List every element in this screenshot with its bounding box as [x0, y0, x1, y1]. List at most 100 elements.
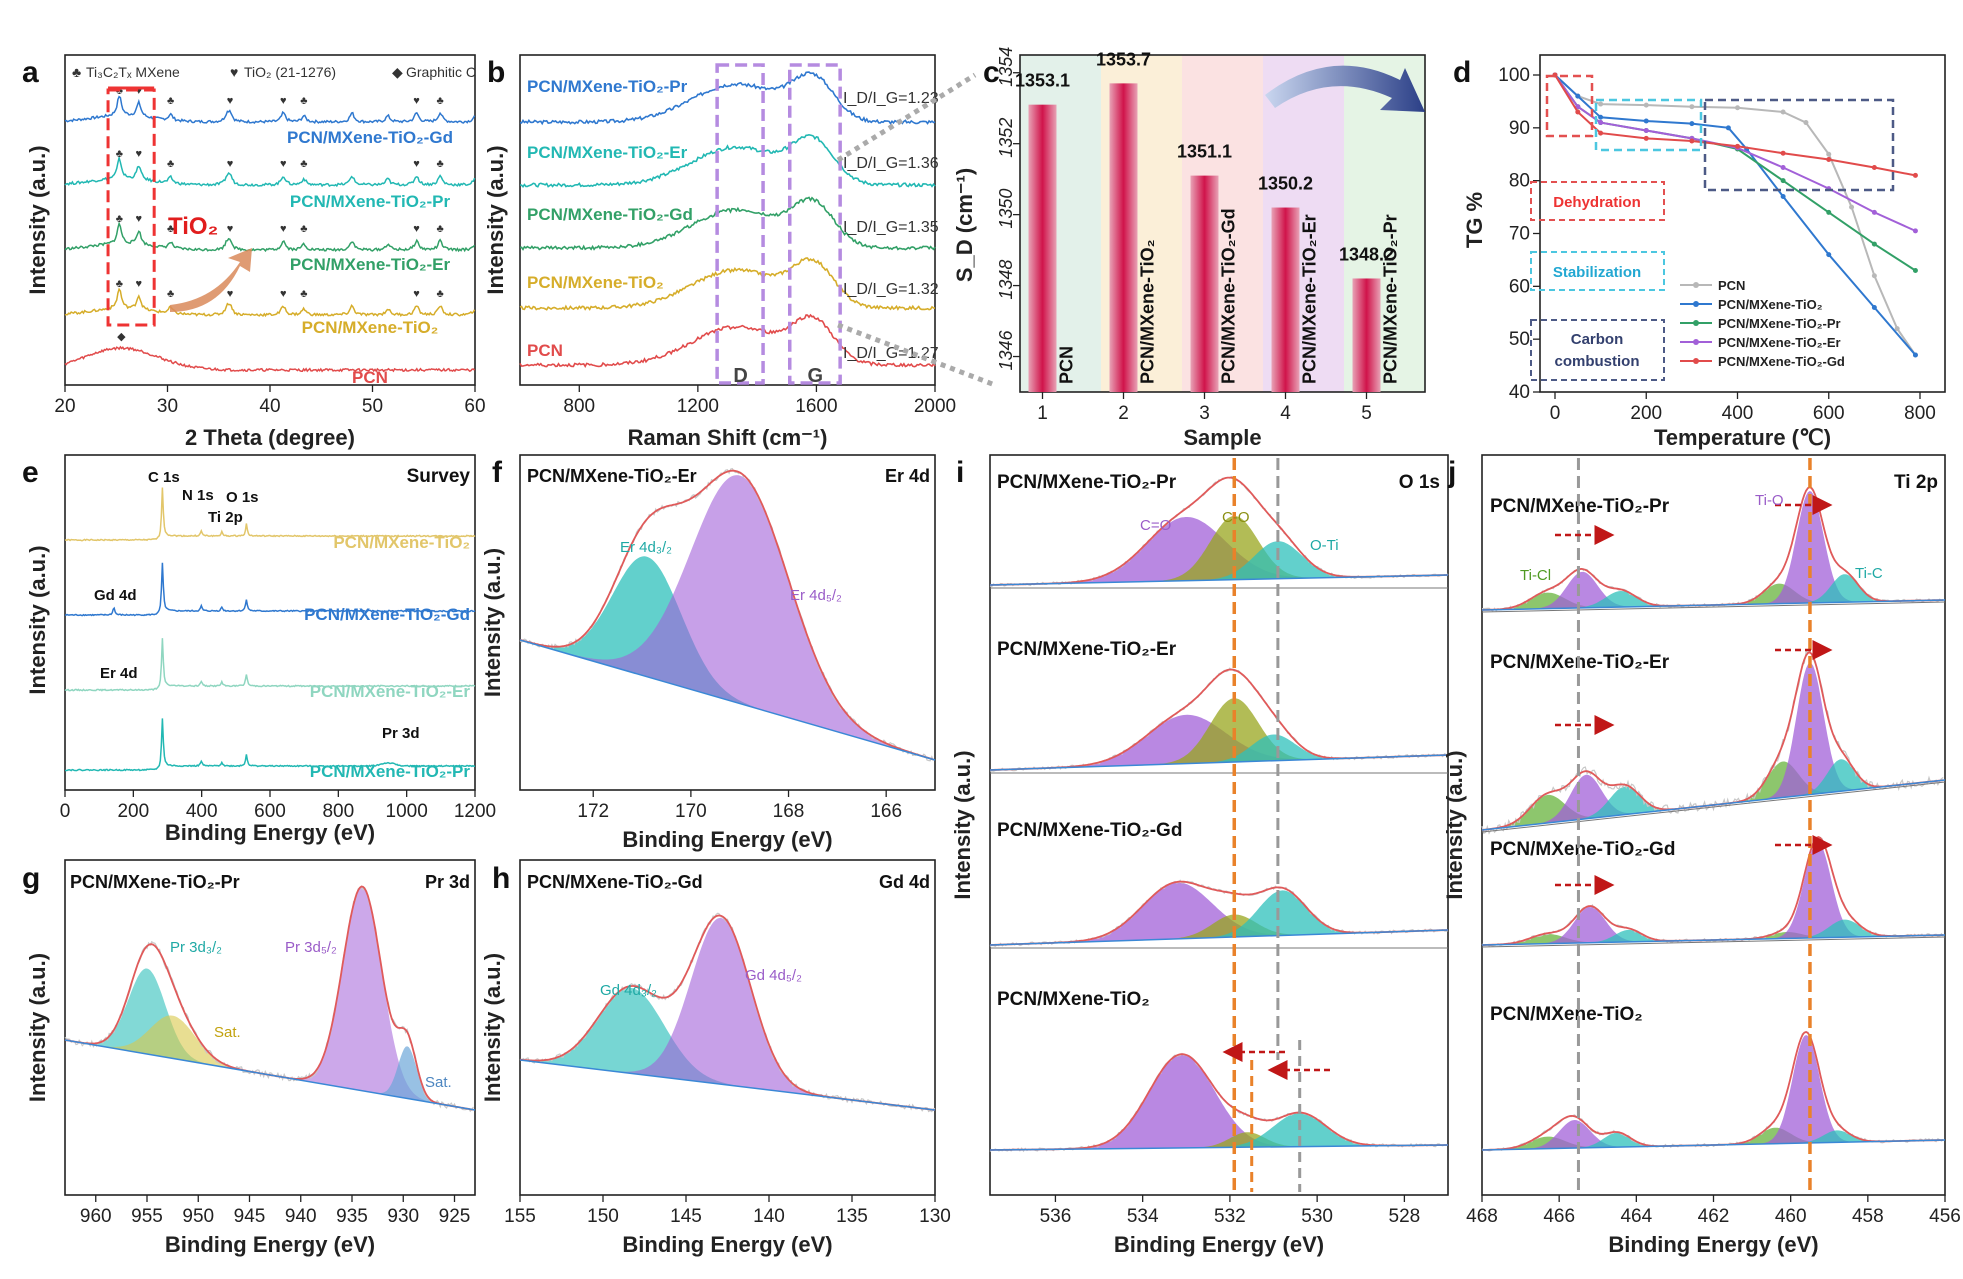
peak-label: Gd 4d₅/₂ — [745, 967, 802, 984]
xrd-trace-line — [64, 95, 476, 125]
ti2p-component-area — [1482, 1120, 1944, 1150]
o1s-trace-label: PCN/MXene-TiO₂-Gd — [997, 820, 1182, 841]
tg-series-point — [1803, 120, 1809, 126]
gd4d-component-area — [520, 987, 935, 1110]
panel-g-x-tick-label: 925 — [439, 1206, 471, 1227]
tg-series-point — [1780, 194, 1786, 200]
ratio-label: I_D/I_G=1.35 — [843, 219, 939, 236]
tg-series-point — [1643, 102, 1649, 108]
raman-trace-label: PCN/MXene-TiO₂-Er — [527, 143, 688, 162]
peak-marker: ♥ — [413, 288, 420, 300]
ti2p-component-area — [1482, 906, 1944, 945]
peak-marker: ♣ — [437, 158, 444, 170]
panel-d-y-tick-label: 40 — [1509, 382, 1530, 403]
survey-peak-label: Pr 3d — [382, 725, 420, 742]
panel-j-x-tick-label: 466 — [1543, 1206, 1575, 1227]
panel-b-x-tick-label: 800 — [563, 396, 595, 417]
survey-peak-label: O 1s — [226, 489, 259, 506]
panel-b-x-tick-label: 2000 — [914, 396, 956, 417]
o1s-component-area — [990, 914, 1448, 945]
raman-trace-line — [519, 133, 936, 188]
peak-marker: ♥ — [280, 158, 287, 170]
panel-j-x-tick-label: 460 — [1775, 1206, 1807, 1227]
peak-marker: ♥ — [136, 278, 143, 290]
tg-series-point — [1826, 157, 1832, 163]
survey-trace-line — [64, 562, 476, 617]
tg-legend-entry: PCN — [1718, 278, 1745, 293]
panel-i-frame — [989, 454, 1449, 1196]
panel-j-x-tick-label: 456 — [1929, 1206, 1961, 1227]
decrease-arrow — [1265, 65, 1425, 112]
xrd-trace-line — [64, 287, 476, 318]
tg-series-point — [1871, 164, 1877, 170]
peak-label: O-Ti — [1310, 537, 1339, 554]
bar-name-label: PCN/MXene-TiO₂ — [1138, 239, 1158, 384]
peak-marker: ♥ — [280, 95, 287, 107]
o1s-component-area — [990, 1054, 1448, 1150]
bar-value-label: 1350.2 — [1258, 174, 1313, 194]
tg-series-point — [1643, 118, 1649, 124]
panel-j-x-tick-label: 458 — [1852, 1206, 1884, 1227]
tg-series-point — [1735, 105, 1740, 111]
ti2p-baseline — [1481, 934, 1946, 946]
panel-b-frame — [519, 54, 936, 386]
ti2p-component-area — [1482, 841, 1944, 945]
panel-e-x-tick-label: 1000 — [386, 801, 428, 822]
xrd-trace-label: PCN/MXene-TiO₂-Gd — [287, 128, 453, 147]
peak-marker: ♣ — [167, 223, 174, 235]
panel-a-x-tick-label: 20 — [54, 396, 75, 417]
panel-c-x-tick-label: 2 — [1118, 403, 1129, 424]
panel-b-x-tick-label: 1600 — [795, 396, 837, 417]
panel-letter-g: g — [22, 862, 40, 895]
o1s-component-area — [990, 1112, 1448, 1150]
panel-g-x-tick-label: 935 — [336, 1206, 368, 1227]
bar-name-label: PCN/MXene-TiO₂-Pr — [1381, 214, 1401, 384]
tg-legend-marker — [1693, 320, 1699, 326]
panel-g-title: PCN/MXene-TiO₂-Pr — [70, 872, 240, 892]
o1s-baseline — [989, 574, 1449, 586]
panel-c-y-tick-label: 1354 — [996, 47, 1016, 87]
survey-trace-line — [65, 718, 475, 772]
bar — [1028, 104, 1057, 393]
panel-f-x-tick-label: 172 — [577, 801, 609, 822]
panel-f-ylabel: Intensity (a.u.) — [480, 548, 505, 697]
legend-icon: ◆ — [392, 64, 403, 80]
peak-marker: ♥ — [136, 213, 143, 225]
survey-trace-label: PCN/MXene-TiO₂-Pr — [310, 762, 471, 781]
panel-i-xlabel: Binding Energy (eV) — [1114, 1232, 1324, 1257]
tg-series-point — [1894, 326, 1900, 332]
pr3d-baseline — [64, 1039, 476, 1111]
ti2p-component-area — [1482, 1130, 1944, 1150]
peak-marker: ♥ — [227, 158, 234, 170]
tg-series-point — [1780, 109, 1786, 115]
survey-trace-line — [64, 638, 476, 692]
peak-marker: ♣ — [116, 278, 123, 290]
raman-trace-line — [519, 196, 936, 251]
ti2p-component-area — [1482, 571, 1944, 610]
panel-b-ylabel: Intensity (a.u.) — [483, 145, 508, 294]
raman-trace-line — [519, 313, 936, 369]
panel-b-x-tick-label: 1200 — [677, 396, 719, 417]
panel-i-x-tick-label: 534 — [1127, 1206, 1159, 1227]
panel-h-title: PCN/MXene-TiO₂-Gd — [527, 872, 703, 892]
tg-series-point — [1826, 252, 1832, 258]
tg-series-point — [1780, 150, 1786, 156]
peak-label: Er 4d₃/₂ — [620, 539, 672, 556]
panel-d-x-tick-label: 400 — [1722, 403, 1754, 424]
panel-letter-c: c — [983, 56, 1000, 89]
tg-series-point — [1598, 101, 1604, 107]
dehydration-label: Dehydration — [1553, 194, 1641, 211]
panel-j-x-tick-label: 464 — [1620, 1206, 1652, 1227]
survey-trace-label: PCN/MXene-TiO₂-Er — [310, 682, 471, 701]
peak-marker: ♥ — [227, 288, 234, 300]
panel-e-x-tick-label: 0 — [60, 801, 71, 822]
tg-series-point — [1780, 178, 1786, 184]
combustion-label-line2: combustion — [1555, 353, 1640, 370]
ti2p-raw-line — [1481, 1031, 1944, 1152]
panel-h-x-tick-label: 135 — [836, 1206, 868, 1227]
panel-c-y-tick-label: 1350 — [996, 189, 1016, 229]
tg-series-point — [1780, 164, 1786, 170]
panel-letter-b: b — [487, 56, 505, 89]
gd4d-baseline — [519, 1059, 936, 1111]
ti2p-trace-label: PCN/MXene-TiO₂-Pr — [1490, 496, 1670, 517]
